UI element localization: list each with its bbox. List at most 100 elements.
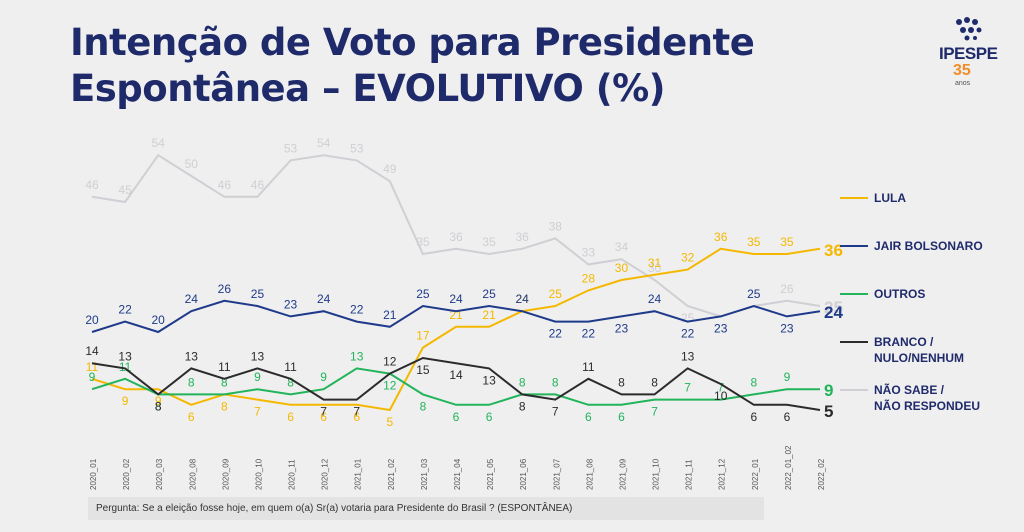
data-label: 30 [648, 261, 662, 275]
data-label: 25 [416, 287, 430, 301]
data-label: 22 [681, 327, 695, 341]
x-tick-label: 2022_02 [817, 458, 826, 490]
data-label: 31 [648, 256, 662, 270]
data-label: 8 [188, 375, 195, 389]
data-label: 49 [383, 162, 397, 176]
data-label: 36 [714, 230, 728, 244]
x-tick-label: 2021_09 [618, 458, 627, 490]
data-label: 6 [750, 410, 757, 424]
data-label: 22 [350, 303, 364, 317]
data-label: 25 [747, 287, 761, 301]
x-tick-label: 2022_01_02 [784, 445, 793, 490]
x-tick-label: 2020_10 [254, 458, 263, 490]
data-label: 45 [118, 183, 132, 197]
data-label: 6 [320, 410, 327, 424]
x-tick-label: 2020_03 [155, 458, 164, 490]
data-label: 6 [585, 410, 592, 424]
x-tick-label: 2021_02 [387, 458, 396, 490]
data-label: 53 [284, 141, 298, 155]
data-label: 6 [353, 410, 360, 424]
data-label: 22 [118, 303, 132, 317]
data-label: 7 [320, 405, 327, 419]
data-label: 36 [516, 230, 530, 244]
series-line-3 [91, 356, 821, 411]
data-label: 24 [449, 292, 463, 306]
data-label: 46 [85, 178, 99, 192]
ipespe-logo: IPESPE 35 anos [935, 14, 1005, 94]
page-title: Intenção de Voto para Presidente Espontâ… [70, 20, 755, 112]
data-label: 13 [350, 349, 364, 363]
data-label: 9 [155, 394, 162, 408]
legend-label: OUTROS [874, 287, 925, 301]
title-line-2: Espontânea – EVOLUTIVO (%) [70, 67, 666, 110]
data-label: 9 [824, 381, 833, 400]
x-tick-label: 2020_01 [89, 458, 98, 490]
x-tick-label: 2021_05 [486, 458, 495, 490]
data-label: 25 [251, 287, 265, 301]
data-label: 38 [549, 219, 563, 233]
data-label: 11 [218, 360, 231, 374]
data-label: 6 [453, 410, 460, 424]
data-label: 11 [284, 360, 297, 374]
series-line-2 [91, 367, 820, 406]
data-label: 9 [254, 370, 261, 384]
data-label: 8 [519, 399, 526, 413]
legend-label: BRANCO / [874, 335, 934, 349]
data-label: 7 [717, 381, 724, 395]
data-label: 26 [780, 282, 794, 296]
data-label: 35 [747, 235, 761, 249]
x-tick-label: 2021_08 [585, 458, 594, 490]
data-label: 24 [317, 292, 331, 306]
title-line-1: Intenção de Voto para Presidente [70, 21, 755, 64]
x-tick-label: 2020_11 [288, 459, 297, 490]
data-label: 28 [582, 271, 596, 285]
data-label: 7 [552, 405, 559, 419]
data-label: 30 [615, 261, 629, 275]
data-label: 8 [519, 375, 526, 389]
data-label: 8 [651, 375, 658, 389]
data-label: 8 [221, 375, 228, 389]
logo-years: 35 [953, 62, 971, 79]
x-tick-label: 2021_01 [354, 458, 363, 490]
data-label: 8 [155, 399, 162, 413]
question-footer: Pergunta: Se a eleição fosse hoje, em qu… [88, 497, 764, 520]
data-label: 13 [251, 349, 265, 363]
x-tick-label: 2022_01 [751, 458, 760, 490]
data-label: 6 [618, 410, 625, 424]
data-label: 23 [284, 297, 298, 311]
data-label: 15 [416, 363, 430, 377]
data-label: 12 [383, 379, 397, 393]
logo-mark-icon [956, 17, 982, 41]
data-label: 24 [516, 292, 530, 306]
data-label: 35 [416, 235, 430, 249]
data-label: 36 [449, 230, 463, 244]
data-label: 53 [350, 141, 364, 155]
data-label: 13 [118, 349, 132, 363]
data-label: 23 [780, 321, 794, 335]
data-label: 32 [681, 251, 695, 265]
data-label: 50 [185, 157, 199, 171]
data-label: 9 [122, 394, 129, 408]
data-label: 9 [320, 370, 327, 384]
data-label: 21 [482, 308, 496, 322]
data-label: 35 [780, 235, 794, 249]
data-label: 24 [516, 292, 530, 306]
x-tick-label: 2020_12 [321, 458, 330, 490]
data-label: 10 [714, 389, 728, 403]
data-label: 33 [582, 245, 596, 259]
data-label: 35 [482, 235, 496, 249]
x-tick-label: 2021_04 [453, 458, 462, 490]
data-label: 21 [383, 308, 397, 322]
x-tick-label: 2021_06 [519, 458, 528, 490]
data-label: 24 [824, 303, 843, 322]
data-label: 25 [549, 287, 563, 301]
data-label: 22 [549, 327, 563, 341]
x-tick-label: 2021_07 [552, 458, 561, 490]
data-label: 23 [714, 321, 728, 335]
x-tick-label: 2021_10 [652, 458, 661, 490]
data-label: 9 [784, 370, 791, 384]
legend-label: NULO/NENHUM [874, 351, 964, 365]
data-label: 9 [89, 370, 96, 384]
data-label: 13 [681, 349, 695, 363]
